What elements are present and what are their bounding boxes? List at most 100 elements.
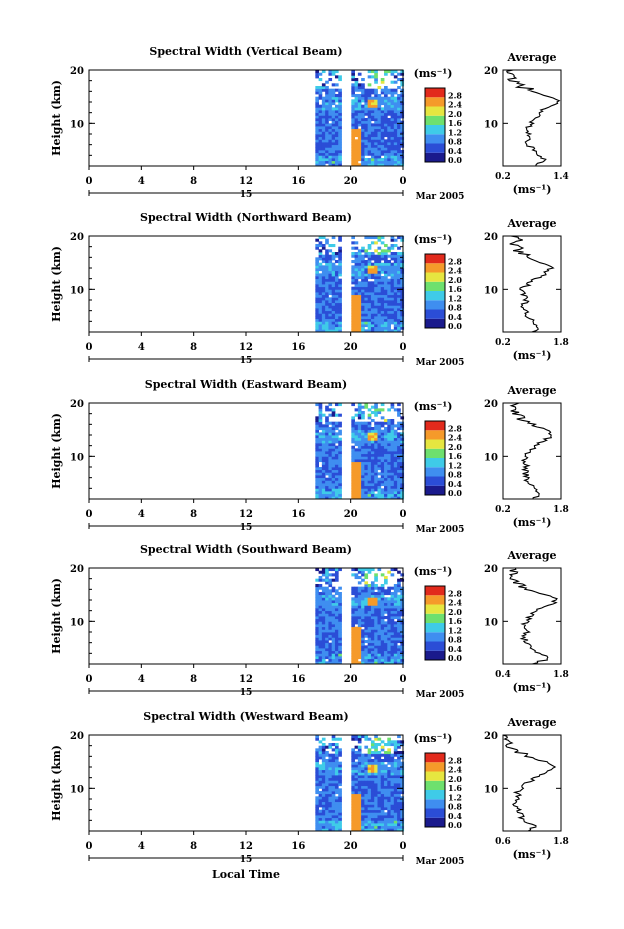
heatmap-cell — [331, 777, 336, 781]
heatmap-cell — [325, 144, 329, 148]
heatmap-cell — [390, 70, 395, 74]
heatmap-cell — [351, 318, 355, 322]
heatmap-cell — [321, 313, 326, 317]
heatmap-cell — [393, 610, 398, 614]
heatmap-cell — [367, 110, 372, 114]
heatmap-cell — [393, 139, 398, 143]
heatmap-cell — [328, 804, 333, 808]
heatmap-cell — [321, 270, 326, 274]
heatmap-cell — [380, 740, 385, 744]
heatmap-cell — [338, 305, 342, 309]
heatmap-cell — [364, 788, 369, 792]
heatmap-cell — [387, 783, 391, 787]
heatmap-cell — [328, 491, 333, 495]
heatmap-cell — [354, 294, 359, 298]
heatmap-cell — [321, 600, 326, 604]
heatmap-cell — [318, 477, 323, 481]
heatmap-cell — [390, 158, 395, 162]
heatmap-cell — [325, 626, 329, 630]
heatmap-cell — [377, 107, 382, 111]
heatmap-cell — [393, 260, 398, 264]
heatmap-cell — [315, 278, 320, 282]
heatmap-cell — [328, 421, 333, 425]
heatmap-cell — [397, 139, 401, 143]
heatmap-cell — [377, 594, 382, 598]
heatmap-cell — [361, 329, 365, 333]
heatmap-cell — [331, 624, 336, 628]
heatmap-cell — [370, 435, 375, 439]
heatmap-cell — [390, 740, 395, 744]
heatmap-cell — [321, 155, 326, 159]
heatmap-cell — [397, 645, 401, 649]
heatmap-cell — [374, 475, 378, 479]
heatmap-cell — [315, 91, 320, 95]
heatmap-cell — [397, 637, 401, 641]
heatmap-cell — [367, 640, 372, 644]
heatmap-cell — [351, 136, 355, 140]
heatmap-cell — [374, 281, 378, 285]
heatmap-cell — [380, 318, 385, 322]
heatmap-cell — [331, 300, 336, 304]
heatmap-cell — [377, 292, 382, 296]
heatmap-cell — [370, 451, 375, 455]
heatmap-cell — [321, 801, 326, 805]
heatmap-cell — [328, 302, 333, 306]
heatmap-cell — [357, 249, 362, 253]
heatmap-cell — [387, 268, 391, 272]
heatmap-cell — [357, 88, 362, 92]
heatmap-cell — [380, 459, 385, 463]
heatmap-cell — [370, 281, 375, 285]
heatmap-cell — [384, 616, 388, 620]
heatmap-cell — [367, 91, 372, 95]
heatmap-cell — [357, 600, 362, 604]
heatmap-cell — [321, 134, 326, 138]
heatmap-cell — [351, 432, 355, 436]
heatmap-cell — [331, 801, 336, 805]
heatmap-cell — [384, 624, 388, 628]
heatmap-cell — [370, 640, 375, 644]
heatmap-cell — [384, 610, 388, 614]
heatmap-cell — [397, 252, 401, 256]
heatmap-cell — [315, 459, 320, 463]
heatmap-cell — [374, 427, 378, 431]
heatmap-cell — [331, 294, 336, 298]
heatmap-cell — [315, 807, 320, 811]
heatmap-cell — [334, 286, 339, 290]
heatmap-cell — [338, 429, 342, 433]
day-label: 15 — [240, 523, 253, 533]
heatmap-cell — [374, 459, 378, 463]
heatmap-cell — [315, 769, 320, 773]
heatmap-cell — [367, 791, 372, 795]
heatmap-cell — [331, 126, 336, 130]
heatmap-cell — [357, 144, 362, 148]
heatmap-cell — [357, 467, 362, 471]
heatmap-cell — [374, 75, 378, 79]
heatmap-cell — [377, 453, 382, 457]
heatmap-cell — [334, 413, 339, 417]
heatmap-cell — [364, 780, 369, 784]
heatmap-cell — [318, 642, 323, 646]
heatmap-cell — [354, 815, 359, 819]
heatmap-cell — [390, 637, 395, 641]
heatmap-cell — [397, 584, 401, 588]
heatmap-cell — [321, 640, 326, 644]
heatmap-cell — [380, 626, 385, 630]
heatmap-cell — [367, 780, 372, 784]
heatmap-cell — [315, 764, 320, 768]
heatmap-cell — [315, 475, 320, 479]
heatmap-cell — [390, 150, 395, 154]
heatmap-cell — [325, 408, 329, 412]
heatmap-cell — [351, 477, 355, 481]
heatmap-cell — [357, 801, 362, 805]
heatmap-cell — [374, 817, 378, 821]
heatmap-cell — [370, 316, 375, 320]
heatmap-cell — [331, 448, 336, 452]
heatmap-cell — [370, 270, 375, 274]
heatmap-cell — [318, 318, 323, 322]
heatmap-cell — [321, 804, 326, 808]
heatmap-cell — [367, 316, 372, 320]
heatmap-cell — [370, 284, 375, 288]
heatmap-cell — [393, 440, 398, 444]
heatmap-cell — [400, 88, 405, 92]
heatmap-cell — [370, 780, 375, 784]
